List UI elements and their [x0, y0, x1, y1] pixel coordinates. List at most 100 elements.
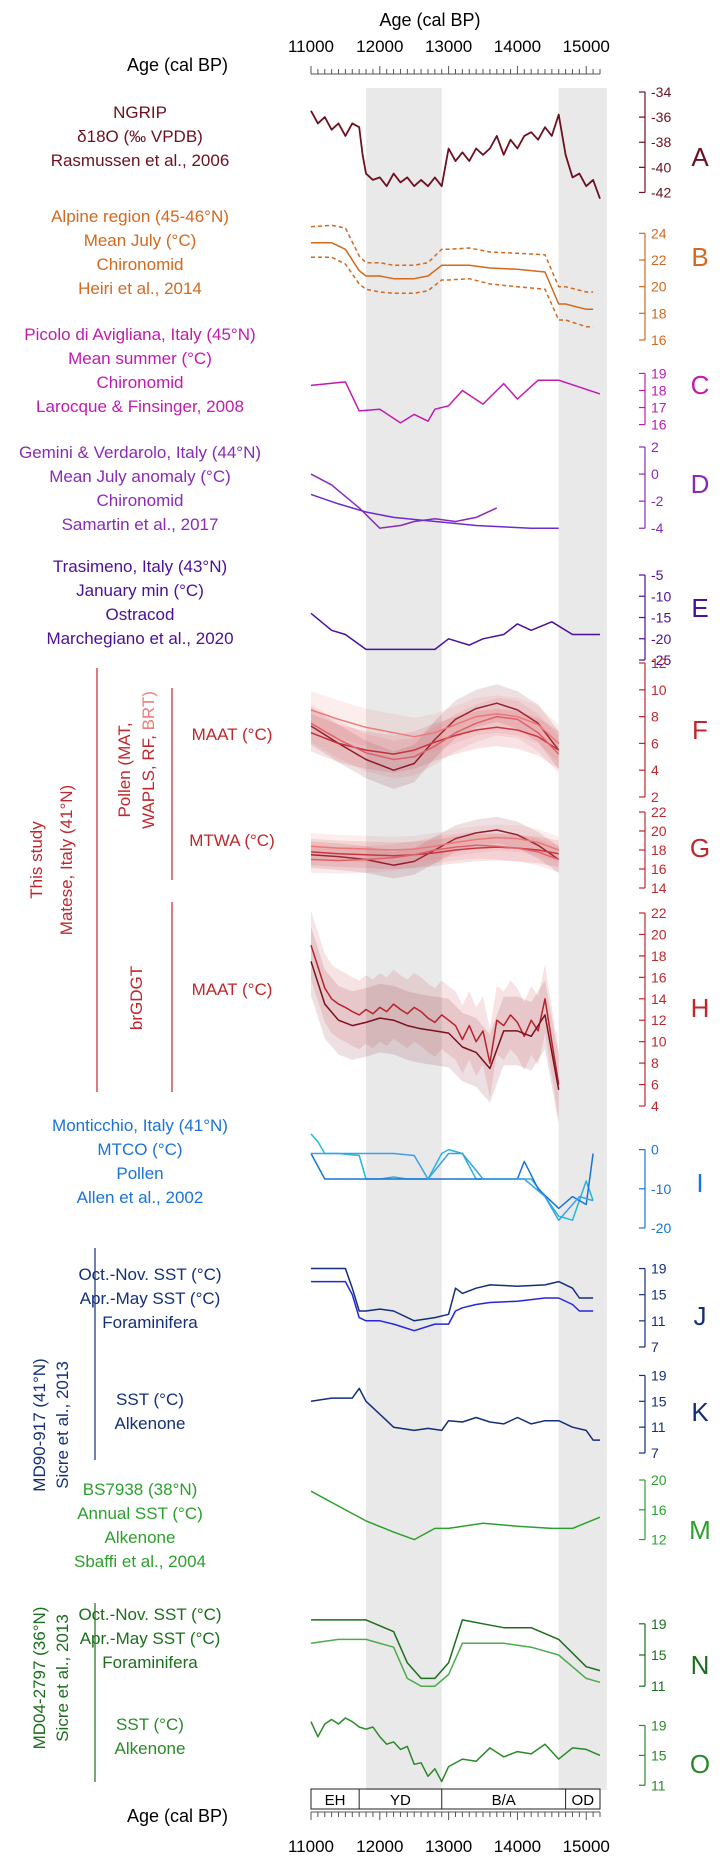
- x-tick-label: 14000: [494, 37, 541, 56]
- panel-I-label-0: Monticchio, Italy (41°N): [52, 1116, 228, 1135]
- y-tick-label: -25: [651, 652, 671, 668]
- pollen-label-brt: BRT): [139, 691, 158, 730]
- panel-I: 0 -10 -20 I Monticchio, Italy (41°N) MTCO (°C…: [52, 1116, 704, 1236]
- series-envelope-12: [311, 816, 559, 879]
- y-tick-label: 19: [651, 1367, 667, 1383]
- md04-label-b: Sicre et al., 2013: [53, 1614, 72, 1742]
- panel-N-label-0: Oct.-Nov. SST (°C): [78, 1605, 221, 1624]
- y-tick-label: -2: [651, 493, 664, 509]
- panel-letter-D: D: [691, 469, 710, 499]
- x-tick-label: 14000: [494, 1837, 541, 1856]
- panel-M-label-1: Annual SST (°C): [77, 1504, 203, 1523]
- panel-E-label-3: Marchegiano et al., 2020: [46, 629, 233, 648]
- series-line-I-20: [311, 1152, 594, 1221]
- series-line-O-27: [310, 1717, 601, 1783]
- period-bar: EH YD B/A OD: [310, 1788, 601, 1810]
- series-line-C-4: [310, 379, 601, 424]
- y-tick-label: 16: [651, 417, 667, 433]
- y-tick-label: 12: [651, 655, 667, 671]
- series-line-H-17: [310, 961, 560, 1091]
- panel-letter-B: B: [691, 242, 708, 272]
- y-tick-label: 14: [651, 991, 667, 1007]
- y-tick-label: 18: [651, 305, 667, 321]
- series-line-G-15: [310, 844, 559, 862]
- y-tick-label: 16: [651, 1502, 667, 1518]
- y-tick-label: 19: [651, 1717, 667, 1733]
- series-envelope-11: [311, 697, 559, 779]
- y-tick-label: 0: [651, 1142, 659, 1158]
- period-label-yd: YD: [390, 1792, 411, 1809]
- period-label-ba: B/A: [492, 1792, 516, 1809]
- panel-E-label-1: January min (°C): [76, 581, 204, 600]
- series-line-M-24: [310, 1490, 601, 1541]
- y-tick-label: -4: [651, 520, 664, 536]
- panel-I-label-1: MTCO (°C): [97, 1140, 182, 1159]
- panel-E-label-2: Ostracod: [106, 605, 175, 624]
- series-line-J-22: [311, 1280, 594, 1332]
- panel-J-label-2: Foraminifera: [102, 1313, 198, 1332]
- panel-C-label-0: Picolo di Avigliana, Italy (45°N): [24, 325, 255, 344]
- x-tick-label: 15000: [563, 37, 610, 56]
- panel-letter-K: K: [691, 1397, 709, 1427]
- panel-H-label-0: MAAT (°C): [192, 980, 273, 999]
- y-tick-label: -15: [651, 610, 671, 626]
- panel-G-label-0: MTWA (°C): [189, 831, 274, 850]
- x-tick-label: 13000: [425, 37, 472, 56]
- panel-B-label-1: Mean July (°C): [84, 231, 197, 250]
- y-tick-label: 18: [651, 382, 667, 398]
- panel-C-label-3: Larocque & Finsinger, 2008: [36, 397, 244, 416]
- md90-label-a: MD90-917 (41°N): [30, 1358, 49, 1491]
- panel-N-label-1: Apr.-May SST (°C): [80, 1629, 221, 1648]
- y-tick-label: 12: [651, 1012, 667, 1028]
- bottom-x-axis: 11000 12000 13000 14000 15000: [288, 1811, 610, 1856]
- md04-label-a: MD04-2797 (36°N): [30, 1607, 49, 1750]
- y-tick-label: 18: [651, 948, 667, 964]
- panel-N-label-2: Foraminifera: [102, 1653, 198, 1672]
- series-line-I-19: [310, 1153, 594, 1210]
- series-envelope-10: [311, 691, 559, 763]
- y-tick-label: -40: [651, 159, 671, 175]
- matese-site: Matese, Italy (41°N): [57, 785, 76, 935]
- panel-letter-H: H: [691, 993, 710, 1023]
- series-envelope-13: [311, 833, 559, 869]
- y-tick-label: 6: [651, 1077, 659, 1093]
- x-tick-label: 12000: [356, 1837, 403, 1856]
- y-tick-label: 18: [651, 842, 667, 858]
- series-line-K-23: [310, 1387, 600, 1441]
- panel-letter-C: C: [691, 370, 710, 400]
- series-line-B-1: [311, 241, 594, 311]
- series-line-A-0: [310, 110, 601, 200]
- panel-F: 12 10 8 6 4 2 F MAAT (°C): [192, 655, 708, 805]
- y-tick-label: -20: [651, 1220, 671, 1236]
- brgdgt-label: brGDGT: [127, 966, 146, 1030]
- panel-D-label-0: Gemini & Verdarolo, Italy (44°N): [19, 443, 261, 462]
- panel-J-label-0: Oct.-Nov. SST (°C): [78, 1265, 221, 1284]
- pollen-label-a: Pollen (MAT,: [115, 722, 134, 817]
- panel-H: 22 20 18 16 14 12 10 8 6 4 H MAAT (°C): [192, 905, 710, 1114]
- y-tick-label: 20: [651, 926, 667, 942]
- y-tick-label: 24: [651, 225, 667, 241]
- y-tick-label: -10: [651, 588, 671, 604]
- y-tick-label: 11: [651, 1419, 666, 1435]
- y-tick-label: 20: [651, 279, 667, 295]
- y-tick-label: 8: [651, 709, 659, 725]
- panel-O-label-0: SST (°C): [116, 1715, 184, 1734]
- y-tick-label: 15: [651, 1647, 667, 1663]
- panel-K-label-0: SST (°C): [116, 1390, 184, 1409]
- panel-J: 19 15 11 7 J Oct.-Nov. SST (°C) Apr.-May SST (…: [78, 1261, 706, 1355]
- panel-letter-G: G: [690, 833, 710, 863]
- x-tick-label: 13000: [425, 1837, 472, 1856]
- y-tick-label: 10: [651, 1034, 667, 1050]
- panel-D: 2 0 -2 -4 D Gemini & Verdarolo, Italy (44°N) M…: [19, 439, 709, 536]
- panel-J-label-1: Apr.-May SST (°C): [80, 1289, 221, 1308]
- y-tick-label: 16: [651, 861, 667, 877]
- series-line-E-7: [310, 612, 600, 651]
- panel-C-label-1: Mean summer (°C): [68, 349, 212, 368]
- bottom-axis-label: Age (cal BP): [127, 1806, 228, 1826]
- y-tick-label: 19: [651, 1261, 667, 1277]
- panel-M: 20 16 12 M BS7938 (38°N) Annual SST (°C) Alken…: [74, 1472, 711, 1571]
- panel-O: 19 15 11 O SST (°C) Alkenone: [115, 1715, 711, 1793]
- y-tick-label: -42: [651, 184, 671, 200]
